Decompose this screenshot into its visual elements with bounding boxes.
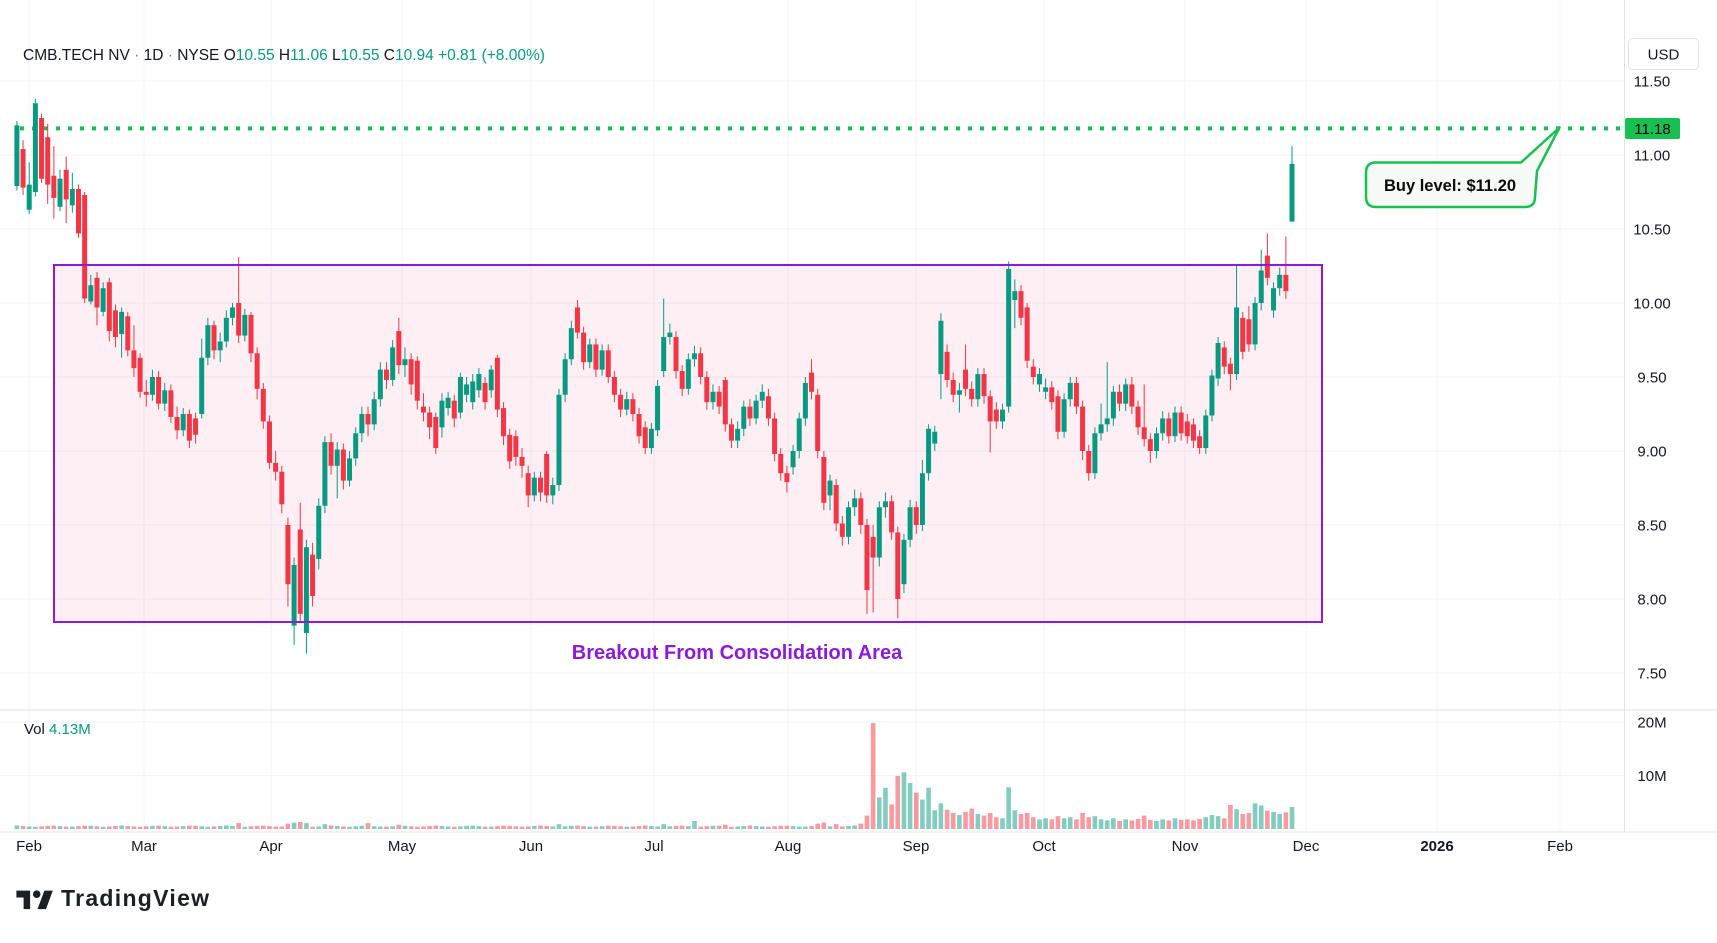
svg-text:Sep: Sep <box>903 838 930 855</box>
svg-text:Dec: Dec <box>1293 838 1320 855</box>
svg-text:May: May <box>388 838 417 855</box>
svg-text:11.18: 11.18 <box>1634 121 1670 138</box>
svg-text:Breakout From Consolidation Ar: Breakout From Consolidation Area <box>572 642 903 664</box>
svg-text:TradingView: TradingView <box>61 885 210 911</box>
svg-text:Buy level: $11.20: Buy level: $11.20 <box>1384 177 1516 195</box>
svg-text:7.50: 7.50 <box>1637 666 1666 683</box>
svg-text:9.00: 9.00 <box>1637 444 1666 461</box>
svg-text:Oct: Oct <box>1032 838 1056 855</box>
svg-text:Apr: Apr <box>259 838 282 855</box>
svg-text:2026: 2026 <box>1420 838 1453 855</box>
svg-text:20M: 20M <box>1637 715 1666 732</box>
svg-text:8.00: 8.00 <box>1637 592 1666 609</box>
svg-text:9.50: 9.50 <box>1637 370 1666 387</box>
svg-text:Feb: Feb <box>16 838 42 855</box>
svg-text:Feb: Feb <box>1547 838 1573 855</box>
svg-text:Aug: Aug <box>775 838 802 855</box>
svg-text:10.50: 10.50 <box>1633 222 1671 239</box>
svg-text:Vol 4.13M: Vol 4.13M <box>24 721 91 738</box>
svg-text:CMB.TECH NV · 1D · NYSE O10.5: CMB.TECH NV · 1D · NYSE O10.55 H11.06 L1… <box>23 47 545 64</box>
svg-text:Jul: Jul <box>644 838 663 855</box>
svg-text:8.50: 8.50 <box>1637 518 1666 535</box>
svg-text:11.50: 11.50 <box>1634 74 1670 91</box>
svg-text:11.00: 11.00 <box>1634 148 1670 165</box>
svg-text:Jun: Jun <box>519 838 543 855</box>
svg-text:10M: 10M <box>1637 768 1666 785</box>
svg-text:10.00: 10.00 <box>1633 296 1671 313</box>
svg-text:USD: USD <box>1648 47 1680 64</box>
svg-text:Mar: Mar <box>131 838 157 855</box>
svg-text:Nov: Nov <box>1172 838 1199 855</box>
